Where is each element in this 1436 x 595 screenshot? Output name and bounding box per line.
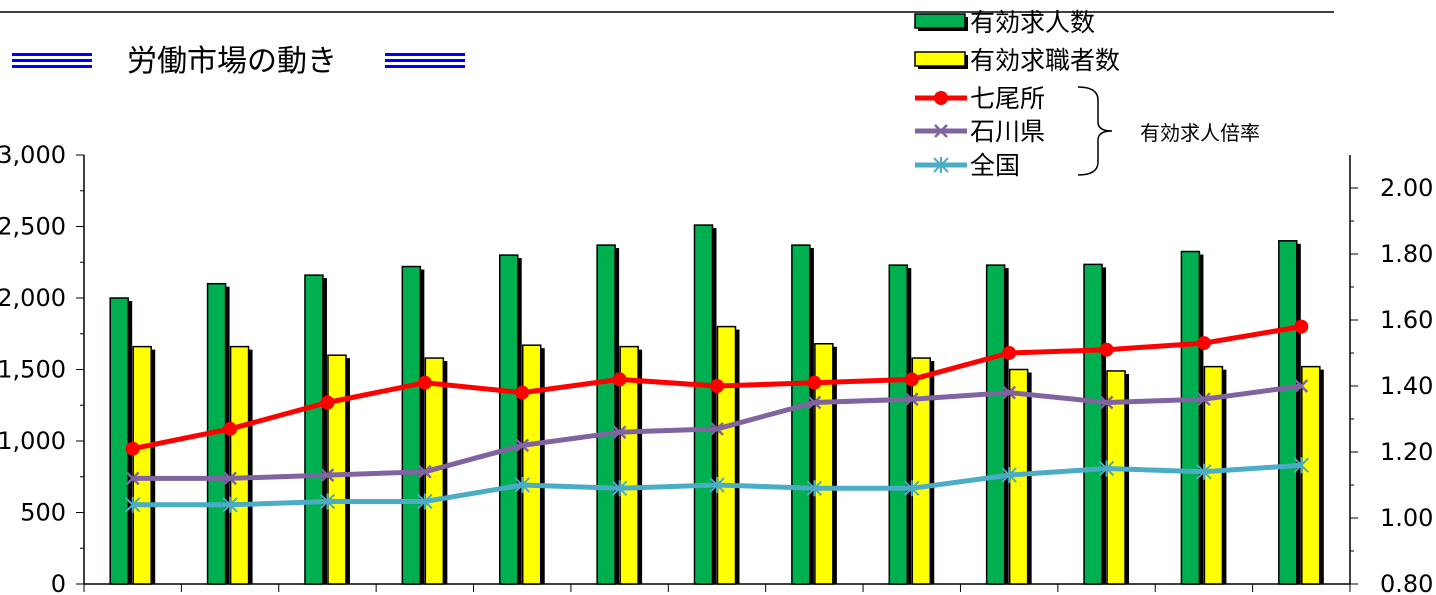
point-national bbox=[124, 496, 141, 513]
bar-job-seekers bbox=[229, 345, 250, 585]
point-nanao bbox=[1002, 346, 1017, 360]
right-axis-tick-label: 1.00 bbox=[1380, 504, 1433, 532]
legend-label-job-openings: 有効求人数 bbox=[970, 8, 1095, 37]
right-axis-tick-label: 1.20 bbox=[1380, 438, 1433, 466]
point-national bbox=[904, 480, 920, 497]
legend-marker-national bbox=[933, 157, 949, 173]
left-axis-tick-label: 1,500 bbox=[0, 356, 66, 384]
point-national bbox=[806, 480, 823, 497]
title-deco-right-1 bbox=[385, 53, 465, 56]
title-deco-right-3 bbox=[385, 65, 465, 68]
bar-job-seekers bbox=[911, 357, 932, 585]
point-nanao bbox=[710, 379, 724, 393]
point-nanao bbox=[1099, 342, 1114, 357]
point-ishikawa bbox=[320, 468, 335, 482]
point-nanao bbox=[807, 375, 822, 390]
bar-job-openings bbox=[1180, 250, 1201, 585]
point-national bbox=[1196, 463, 1212, 480]
title-deco-right-2 bbox=[385, 59, 465, 62]
legend-label-national: 全国 bbox=[970, 151, 1020, 180]
point-nanao bbox=[223, 421, 238, 436]
right-axis-tick-label: 1.60 bbox=[1380, 306, 1433, 334]
point-national bbox=[514, 477, 530, 493]
point-national bbox=[1293, 457, 1310, 474]
legend-label-ishikawa: 石川県 bbox=[970, 117, 1045, 146]
point-national bbox=[709, 477, 725, 493]
point-ishikawa bbox=[1197, 392, 1211, 407]
right-axis-tick-label: 1.80 bbox=[1380, 240, 1433, 268]
legend-swatch-job-seekers bbox=[914, 51, 966, 67]
right-axis-tick-label: 0.80 bbox=[1380, 570, 1433, 595]
point-nanao bbox=[515, 385, 530, 400]
point-national bbox=[417, 493, 433, 510]
point-nanao bbox=[612, 372, 627, 387]
legend-label-nanao: 七尾所 bbox=[970, 84, 1045, 113]
point-nanao bbox=[904, 372, 919, 387]
bar-job-openings bbox=[693, 224, 714, 585]
bar-job-seekers bbox=[132, 345, 152, 585]
bar-job-seekers bbox=[327, 354, 347, 585]
point-ishikawa bbox=[125, 471, 140, 486]
right-axis-tick-label: 2.00 bbox=[1380, 174, 1433, 202]
point-ishikawa bbox=[710, 422, 724, 436]
point-ishikawa bbox=[1099, 395, 1114, 410]
bar-job-openings bbox=[304, 274, 324, 585]
point-nanao bbox=[1196, 336, 1211, 351]
bar-job-openings bbox=[985, 264, 1006, 585]
left-axis-tick-label: 1,000 bbox=[0, 427, 66, 455]
bar-job-openings bbox=[1278, 240, 1298, 585]
point-ishikawa bbox=[1294, 379, 1309, 393]
title-deco-left-2 bbox=[12, 59, 92, 62]
left-axis-tick-label: 3,000 bbox=[0, 141, 66, 169]
left-axis-tick-label: 2,000 bbox=[0, 284, 66, 312]
plot-area: 0 500 1,000 1,500 2,000 2,500 3,000 0.80 1.00 1.2… bbox=[0, 141, 1433, 595]
chart-title: 労働市場の動き bbox=[12, 44, 465, 79]
bar-job-seekers bbox=[521, 344, 542, 585]
legend-label-job-seekers: 有効求職者数 bbox=[970, 46, 1120, 75]
point-national bbox=[1098, 460, 1115, 477]
bar-job-seekers bbox=[1301, 365, 1321, 585]
point-ishikawa bbox=[904, 392, 919, 407]
bar-job-openings bbox=[109, 297, 129, 585]
point-ishikawa bbox=[612, 425, 627, 440]
left-axis-tick-label: 0 bbox=[51, 570, 66, 595]
point-ishikawa bbox=[515, 438, 530, 453]
title-deco-left-3 bbox=[12, 65, 92, 68]
point-ishikawa bbox=[807, 395, 822, 410]
left-axis-tick-label: 2,500 bbox=[0, 213, 66, 241]
point-national bbox=[611, 480, 628, 497]
point-national bbox=[1001, 467, 1017, 484]
point-nanao bbox=[417, 375, 432, 390]
bar-job-seekers bbox=[716, 325, 737, 585]
bar-job-openings bbox=[401, 265, 422, 585]
point-nanao bbox=[125, 441, 140, 456]
legend-swatch-job-openings bbox=[914, 13, 966, 29]
left-axis-tick-label: 500 bbox=[20, 499, 66, 527]
point-ishikawa bbox=[417, 464, 432, 479]
bar-job-seekers bbox=[619, 345, 639, 585]
legend-brace bbox=[1077, 86, 1113, 176]
point-nanao bbox=[1294, 319, 1309, 334]
right-axis-tick-label: 1.40 bbox=[1380, 372, 1433, 400]
bar-job-openings bbox=[888, 264, 909, 585]
point-national bbox=[319, 493, 336, 510]
point-ishikawa bbox=[223, 471, 237, 486]
chart-title-text: 労働市場の動き bbox=[127, 44, 337, 79]
bar-job-openings bbox=[791, 244, 811, 585]
legend-group-label: 有効求人倍率 bbox=[1140, 121, 1260, 145]
point-national bbox=[222, 496, 238, 513]
legend-marker-ishikawa bbox=[934, 124, 948, 138]
legend-marker-nanao bbox=[934, 91, 948, 105]
point-nanao bbox=[320, 395, 335, 410]
bar-job-openings bbox=[498, 254, 519, 585]
point-ishikawa bbox=[1002, 385, 1017, 400]
bar-job-openings bbox=[1083, 263, 1103, 585]
bar-job-seekers bbox=[1106, 370, 1126, 585]
bar-job-openings bbox=[596, 244, 616, 585]
title-deco-left-1 bbox=[12, 53, 92, 56]
